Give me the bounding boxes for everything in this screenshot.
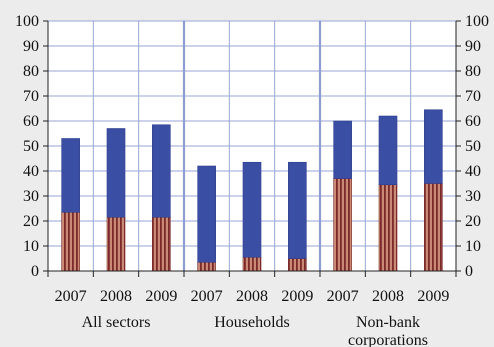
y-tick-label-right: 50 (465, 138, 481, 155)
bar-segment-series-2 (152, 124, 171, 218)
bar-segment-series-1 (152, 216, 171, 272)
y-tick-label: 0 (31, 263, 39, 280)
y-tick-label-right: 20 (465, 213, 481, 230)
y-tick-label-right: 70 (465, 88, 481, 105)
bar-segment-series-2 (197, 165, 216, 263)
y-tick-label-right: 40 (465, 163, 481, 180)
group-labels: All sectors Households Non-bankcorporation… (82, 314, 428, 347)
x-tick-label: 2009 (417, 288, 449, 305)
bar-segment-series-1 (333, 178, 352, 272)
group-label: Households (214, 314, 290, 331)
bar-segment-series-2 (378, 115, 398, 186)
x-tick-label: 2008 (100, 288, 132, 305)
y-tick-label: 70 (23, 88, 39, 105)
y-tick-label-right: 80 (465, 63, 481, 80)
y-tick-label-right: 0 (465, 263, 473, 280)
group-separators (182, 21, 322, 271)
bar-segment-series-1 (378, 184, 398, 272)
y-tick-label: 50 (23, 138, 39, 155)
group-label: All sectors (82, 314, 151, 331)
x-tick-label: 2009 (281, 288, 313, 305)
bar-segment-series-1 (288, 258, 307, 272)
y-tick-label: 30 (23, 188, 39, 205)
y-tick-label: 40 (23, 163, 39, 180)
right-axis-tick-labels: 0 10 20 30 40 50 60 70 80 90 100 (465, 13, 489, 280)
bar-segment-series-2 (61, 138, 80, 213)
x-tick-label: 2007 (55, 288, 87, 305)
y-tick-label: 80 (23, 63, 39, 80)
bar-segment-series-1 (424, 183, 443, 272)
y-tick-label-right: 90 (465, 38, 481, 55)
bar-segment-series-1 (242, 256, 262, 272)
x-tick-label: 2007 (327, 288, 359, 305)
x-tick-label: 2009 (145, 288, 177, 305)
bar-segment-series-2 (242, 161, 262, 258)
bar-segment-series-2 (333, 120, 352, 179)
y-tick-label-right: 100 (465, 13, 489, 30)
y-tick-label: 20 (23, 213, 39, 230)
x-tick-label: 2007 (191, 288, 223, 305)
y-tick-label-right: 60 (465, 113, 481, 130)
bar-segment-series-1 (61, 211, 80, 272)
y-tick-label-right: 10 (465, 238, 481, 255)
bar-segment-series-1 (106, 216, 126, 272)
bar-segment-series-2 (288, 161, 307, 259)
y-tick-label: 100 (15, 13, 39, 30)
x-axis-tick-labels: 2007 2008 2009 2007 2008 2009 2007 2008 2009 (55, 288, 450, 305)
x-tick-label: 2008 (372, 288, 404, 305)
bar-segment-series-2 (106, 128, 126, 218)
group-label: corporations (348, 332, 428, 347)
group-label: Non-bank (356, 314, 420, 331)
axes (43, 20, 461, 277)
bars (61, 109, 443, 272)
y-tick-label: 10 (23, 238, 39, 255)
left-axis-tick-labels: 0 10 20 30 40 50 60 70 80 90 100 (15, 13, 39, 280)
y-tick-label: 60 (23, 113, 39, 130)
y-tick-label-right: 30 (465, 188, 481, 205)
y-tick-label: 90 (23, 38, 39, 55)
bar-segment-series-1 (197, 261, 216, 272)
bar-segment-series-2 (424, 109, 443, 184)
x-tick-label: 2008 (236, 288, 268, 305)
